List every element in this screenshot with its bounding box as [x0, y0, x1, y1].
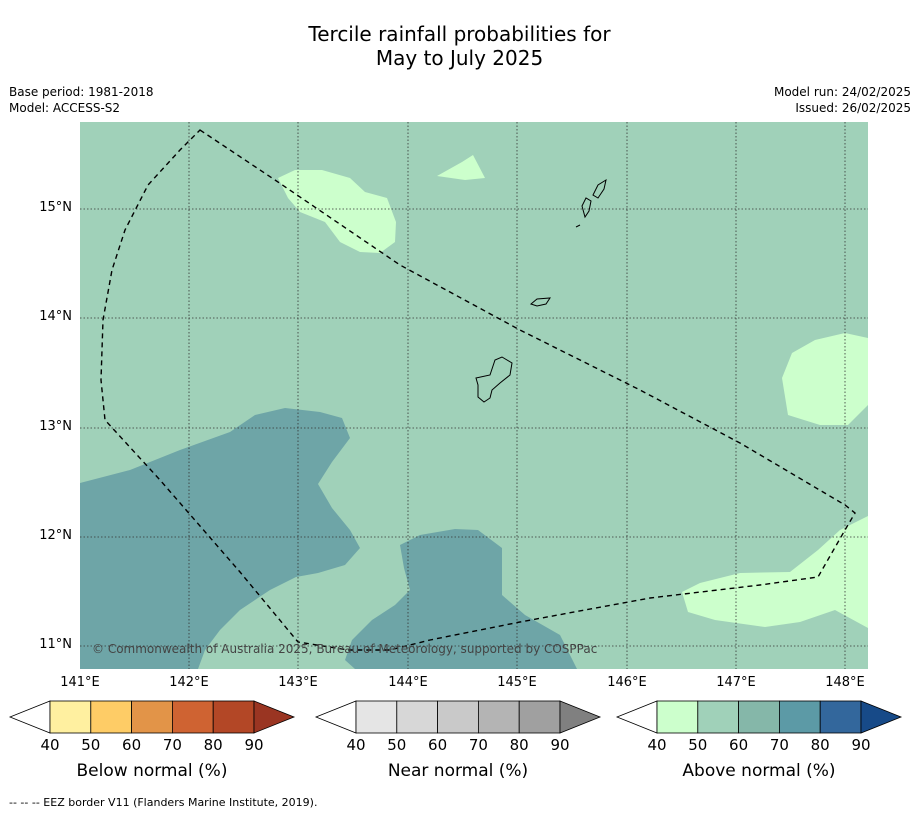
- saipan-island: [592, 178, 607, 199]
- cb-near-80-90: [518, 700, 561, 734]
- cb-below-tick-60: 60: [122, 736, 142, 754]
- rota-island: [529, 297, 551, 307]
- cb-near-under: [314, 700, 357, 734]
- cb-near-70-80: [477, 700, 520, 734]
- cb-above-tick-80: 80: [810, 736, 830, 754]
- lon-label-143: 143°E: [278, 675, 318, 690]
- cb-above-under: [615, 700, 658, 734]
- lon-label-145: 145°E: [497, 675, 537, 690]
- lat-label-14: 14°N: [39, 309, 72, 324]
- guam-island: [475, 356, 513, 403]
- cb-near-over: [559, 700, 602, 734]
- lat-label-11: 11°N: [39, 637, 72, 652]
- colorbar-below-normal: [8, 700, 296, 734]
- aguijan-islet: [575, 224, 581, 228]
- cb-above-label: Above normal (%): [682, 761, 836, 781]
- map-title: Tercile rainfall probabilities for May t…: [0, 22, 919, 70]
- cb-near-tick-90: 90: [550, 736, 570, 754]
- cb-above-50-60: [697, 700, 739, 734]
- title-line-1: Tercile rainfall probabilities for: [308, 22, 611, 46]
- colorbar-above-normal: [615, 700, 903, 734]
- cb-below-60-70: [131, 700, 173, 734]
- eez-border: [100, 129, 856, 651]
- cb-near-label: Near normal (%): [387, 761, 529, 781]
- lat-label-15: 15°N: [39, 200, 72, 215]
- cb-below-50-60: [90, 700, 133, 734]
- cb-below-label: Below normal (%): [76, 761, 228, 781]
- colorbar-near-normal: [314, 700, 602, 734]
- info-left: Base period: 1981-2018 Model: ACCESS-S2: [9, 84, 154, 116]
- cb-below-80-90: [212, 700, 255, 734]
- lon-label-146: 146°E: [607, 675, 647, 690]
- above-normal-40-50-area-2: [437, 155, 485, 180]
- cb-near-tick-80: 80: [509, 736, 529, 754]
- cb-below-40-50: [49, 700, 92, 734]
- cb-below-tick-90: 90: [244, 736, 264, 754]
- cb-near-tick-50: 50: [387, 736, 407, 754]
- cb-near-50-60: [396, 700, 438, 734]
- cb-above-40-50: [656, 700, 699, 734]
- title-line-2: May to July 2025: [375, 46, 544, 70]
- lon-label-147: 147°E: [716, 675, 756, 690]
- eez-footnote: -- -- -- EEZ border V11 (Flanders Marine…: [9, 796, 318, 809]
- copyright-notice: © Commonwealth of Australia 2025, Bureau…: [92, 642, 597, 656]
- island-outlines: [475, 178, 607, 403]
- cb-above-70-80: [779, 700, 821, 734]
- cb-below-tick-70: 70: [162, 736, 182, 754]
- cb-above-tick-50: 50: [688, 736, 708, 754]
- cb-below-tick-50: 50: [81, 736, 101, 754]
- cb-near-40-50: [355, 700, 398, 734]
- above-normal-40-50-area-1: [278, 170, 396, 253]
- issued-date: Issued: 26/02/2025: [795, 101, 911, 115]
- base-period: Base period: 1981-2018: [9, 85, 154, 99]
- cb-above-80-90: [819, 700, 862, 734]
- cb-above-tick-90: 90: [851, 736, 871, 754]
- lat-label-13: 13°N: [39, 419, 72, 434]
- colorbars: [8, 700, 903, 734]
- above-normal-70-80-area: [80, 408, 360, 669]
- cb-above-tick-70: 70: [769, 736, 789, 754]
- cb-below-70-80: [171, 700, 214, 734]
- cb-above-tick-40: 40: [647, 736, 667, 754]
- cb-above-tick-60: 60: [729, 736, 749, 754]
- lon-label-144: 144°E: [388, 675, 428, 690]
- cb-near-tick-70: 70: [468, 736, 488, 754]
- cb-above-60-70: [738, 700, 780, 734]
- model-name: Model: ACCESS-S2: [9, 101, 121, 115]
- cb-below-under: [8, 700, 51, 734]
- above-normal-40-50-area-3: [782, 333, 868, 425]
- above-normal-40-50-area-4: [682, 516, 868, 628]
- tinian-island: [581, 197, 592, 219]
- cb-near-60-70: [437, 700, 479, 734]
- cb-below-over: [253, 700, 296, 734]
- cb-near-tick-60: 60: [428, 736, 448, 754]
- lon-label-141: 141°E: [60, 675, 100, 690]
- lon-label-148: 148°E: [825, 675, 865, 690]
- above-normal-70-80-area-2: [345, 529, 577, 669]
- cb-above-over: [860, 700, 903, 734]
- lat-label-12: 12°N: [39, 528, 72, 543]
- grid-lines: [80, 122, 868, 669]
- lon-label-142: 142°E: [169, 675, 209, 690]
- cb-below-tick-80: 80: [203, 736, 223, 754]
- cb-below-tick-40: 40: [40, 736, 60, 754]
- info-right: Model run: 24/02/2025 Issued: 26/02/2025: [774, 84, 911, 116]
- model-run: Model run: 24/02/2025: [773, 85, 911, 99]
- cb-near-tick-40: 40: [346, 736, 366, 754]
